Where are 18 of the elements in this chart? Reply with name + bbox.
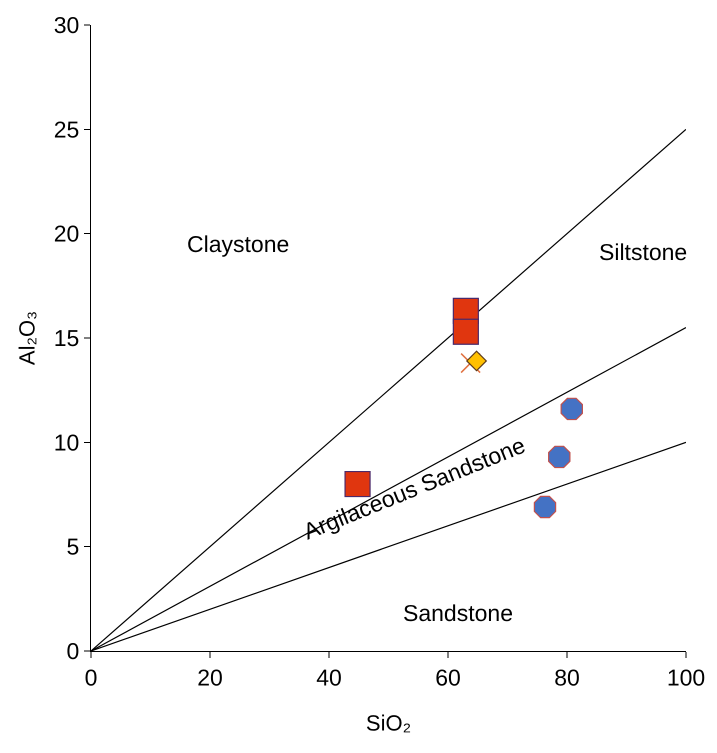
annotation: Siltstone [599,239,688,265]
y-tick-label: 0 [66,638,80,664]
y-tick-label: 10 [54,429,80,456]
y-tick-label: 15 [54,325,80,352]
x-tick-label: 20 [197,664,223,691]
x-tick-label: 60 [435,664,461,691]
y-axis-title: Al₂O₃ [14,310,40,366]
x-tick-label: 80 [554,664,580,691]
y-tick-label: 5 [66,534,80,560]
annotation: Claystone [187,231,290,257]
y-tick-label: 20 [54,220,80,247]
x-tick-label: 0 [84,664,98,691]
annotation: Sandstone [403,600,513,626]
y-tick-label: 30 [54,12,80,38]
y-tick-label: 25 [54,116,80,142]
x-tick-label: 40 [316,664,342,691]
x-axis-title: SiO₂ [366,710,412,736]
x-tick-label: 100 [666,664,706,691]
